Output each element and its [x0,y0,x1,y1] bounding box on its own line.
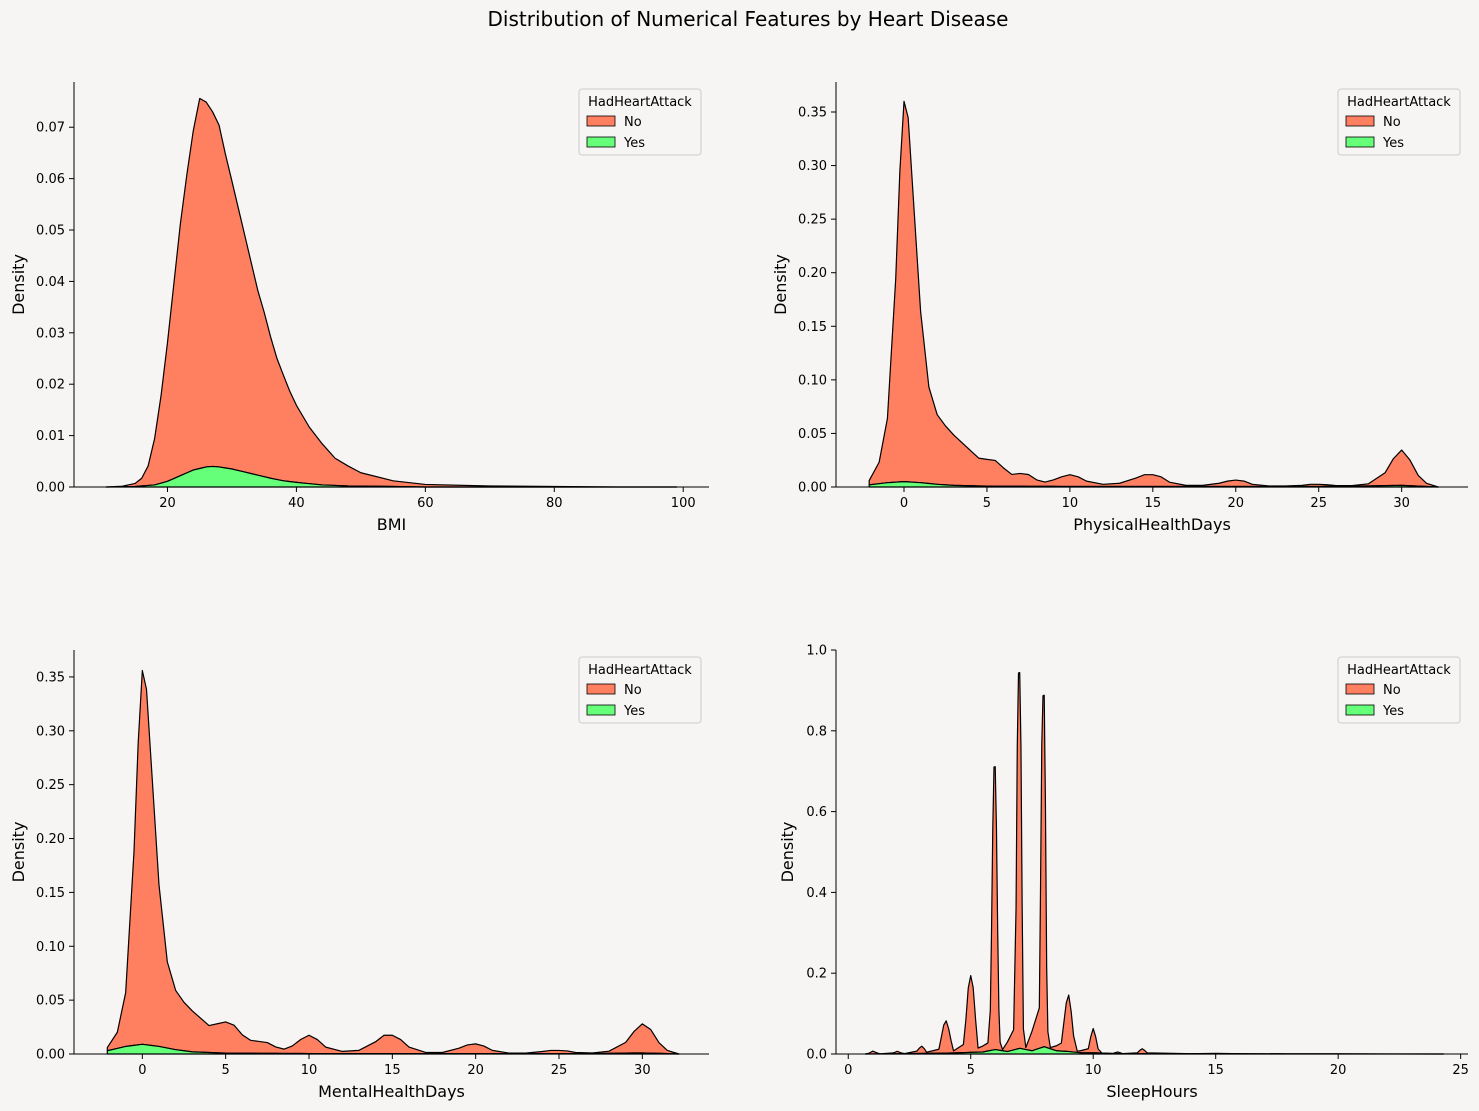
y-tick-label: 0.04 [36,275,65,290]
legend-swatch-yes [586,136,616,148]
subplot-mentalhealthdays: 0 5 10 15 20 25 30 0.00 0.05 0.10 0.15 0.20 0.25 0.30… [9,650,709,1101]
x-tick-label: 25 [1452,1063,1469,1078]
y-axis-label: Density [778,822,797,883]
x-tick-label: 0 [900,496,908,511]
y-tick-label: 0.05 [36,224,65,239]
y-tick-label: 0.20 [36,832,65,847]
x-tick-label: 25 [1310,496,1327,511]
y-tick-label: 0.25 [798,213,827,228]
y-tick-label: 0.20 [798,266,827,281]
y-tick-label: 0.4 [806,886,827,901]
x-tick-label: 30 [1393,496,1410,511]
x-tick-label: 25 [551,1063,568,1078]
x-tick-label: 30 [634,1063,651,1078]
legend-swatch-no [1345,115,1375,127]
x-tick-label: 5 [222,1063,230,1078]
legend-swatch-no [586,683,616,695]
x-tick-label: 5 [983,496,991,511]
y-axis-label: Density [9,254,28,315]
legend: HadHeartAttack No Yes [578,656,702,724]
x-tick-label: 15 [1145,496,1162,511]
legend-label-yes: Yes [1382,136,1404,151]
y-tick-label: 0.07 [36,121,65,136]
y-tick-label: 0.30 [36,724,65,739]
legend-title: HadHeartAttack [588,663,692,678]
y-tick-label: 0.10 [36,940,65,955]
y-tick-label: 0.05 [798,427,827,442]
x-tick-label: 20 [467,1063,484,1078]
y-tick-label: 0.00 [798,481,827,496]
x-tick-label: 60 [417,496,434,511]
legend-swatch-no [1345,683,1375,695]
legend-label-no: No [624,115,642,130]
y-tick-label: 0.8 [806,724,827,739]
y-tick-label: 0.01 [36,429,65,444]
y-axis-label: Density [9,822,28,883]
legend-label-yes: Yes [1382,704,1404,719]
legend-title: HadHeartAttack [1347,663,1451,678]
x-tick-label: 100 [671,496,696,511]
x-axis-label: SleepHours [1106,1082,1197,1101]
x-tick-label: 10 [301,1063,318,1078]
area-yes [868,481,1439,488]
x-tick-label: 40 [288,496,305,511]
x-axis-label: PhysicalHealthDays [1073,515,1231,534]
y-tick-label: 0.30 [798,159,827,174]
y-tick-label: 0.00 [36,481,65,496]
y-tick-label: 0.05 [36,994,65,1009]
legend-label-yes: Yes [623,704,645,719]
x-tick-label: 0 [844,1063,852,1078]
legend: HadHeartAttack No Yes [578,88,702,156]
x-tick-label: 20 [1227,496,1244,511]
legend-title: HadHeartAttack [1347,95,1451,110]
x-tick-label: 15 [1207,1063,1224,1078]
y-axis-label: Density [771,254,790,315]
legend-swatch-yes [1345,704,1375,716]
x-tick-label: 5 [967,1063,975,1078]
legend-label-no: No [1383,683,1401,698]
subplot-bmi: 20 40 60 80 100 0.00 0.01 0.02 0.03 0.04 0.05 0.06 0… [9,82,709,534]
y-tick-label: 0.10 [798,373,827,388]
legend-title: HadHeartAttack [588,95,692,110]
y-tick-label: 0.25 [36,778,65,793]
y-tick-label: 0.6 [806,805,827,820]
y-tick-label: 0.35 [36,670,65,685]
y-tick-label: 0.35 [798,106,827,121]
subplots: 20 40 60 80 1000.000.010.020.030.040.050.060… [9,82,1469,1101]
legend: HadHeartAttack No Yes [1337,88,1461,156]
subplot-physicalhealthdays: 0 5 10 15 20 25 30 0.00 0.05 0.10 0.15 0.20 0.25 0.30… [771,82,1468,534]
y-tick-label: 1.0 [806,644,827,659]
legend-label-yes: Yes [623,136,645,151]
subplot-sleephours: 0 5 10 15 20 25 0.0 0.2 0.4 0.6 0.8 1.0 SleepHours De… [778,644,1469,1102]
y-tick-label: 0.06 [36,172,65,187]
y-tick-label: 0.02 [36,378,65,393]
x-tick-label: 15 [384,1063,401,1078]
x-tick-label: 80 [546,496,563,511]
legend-swatch-no [586,115,616,127]
x-tick-label: 20 [159,496,176,511]
legend-swatch-yes [586,704,616,716]
legend-label-no: No [624,683,642,698]
y-tick-label: 0.00 [36,1048,65,1063]
legend: HadHeartAttack No Yes [1337,656,1461,724]
y-tick-label: 0.0 [806,1048,827,1063]
x-tick-label: 0 [138,1063,146,1078]
area-yes [105,465,678,488]
figure-title: Distribution of Numerical Features by He… [488,7,1009,31]
y-tick-label: 0.03 [36,326,65,341]
x-tick-label: 20 [1330,1063,1347,1078]
legend-label-no: No [1383,115,1401,130]
y-tick-label: 0.15 [36,886,65,901]
x-axis-label: BMI [377,515,407,534]
x-axis-label: MentalHealthDays [318,1082,465,1101]
legend-swatch-yes [1345,136,1375,148]
y-tick-label: 0.15 [798,320,827,335]
x-tick-label: 10 [1062,496,1079,511]
y-tick-label: 0.2 [806,967,827,982]
x-tick-label: 10 [1085,1063,1102,1078]
